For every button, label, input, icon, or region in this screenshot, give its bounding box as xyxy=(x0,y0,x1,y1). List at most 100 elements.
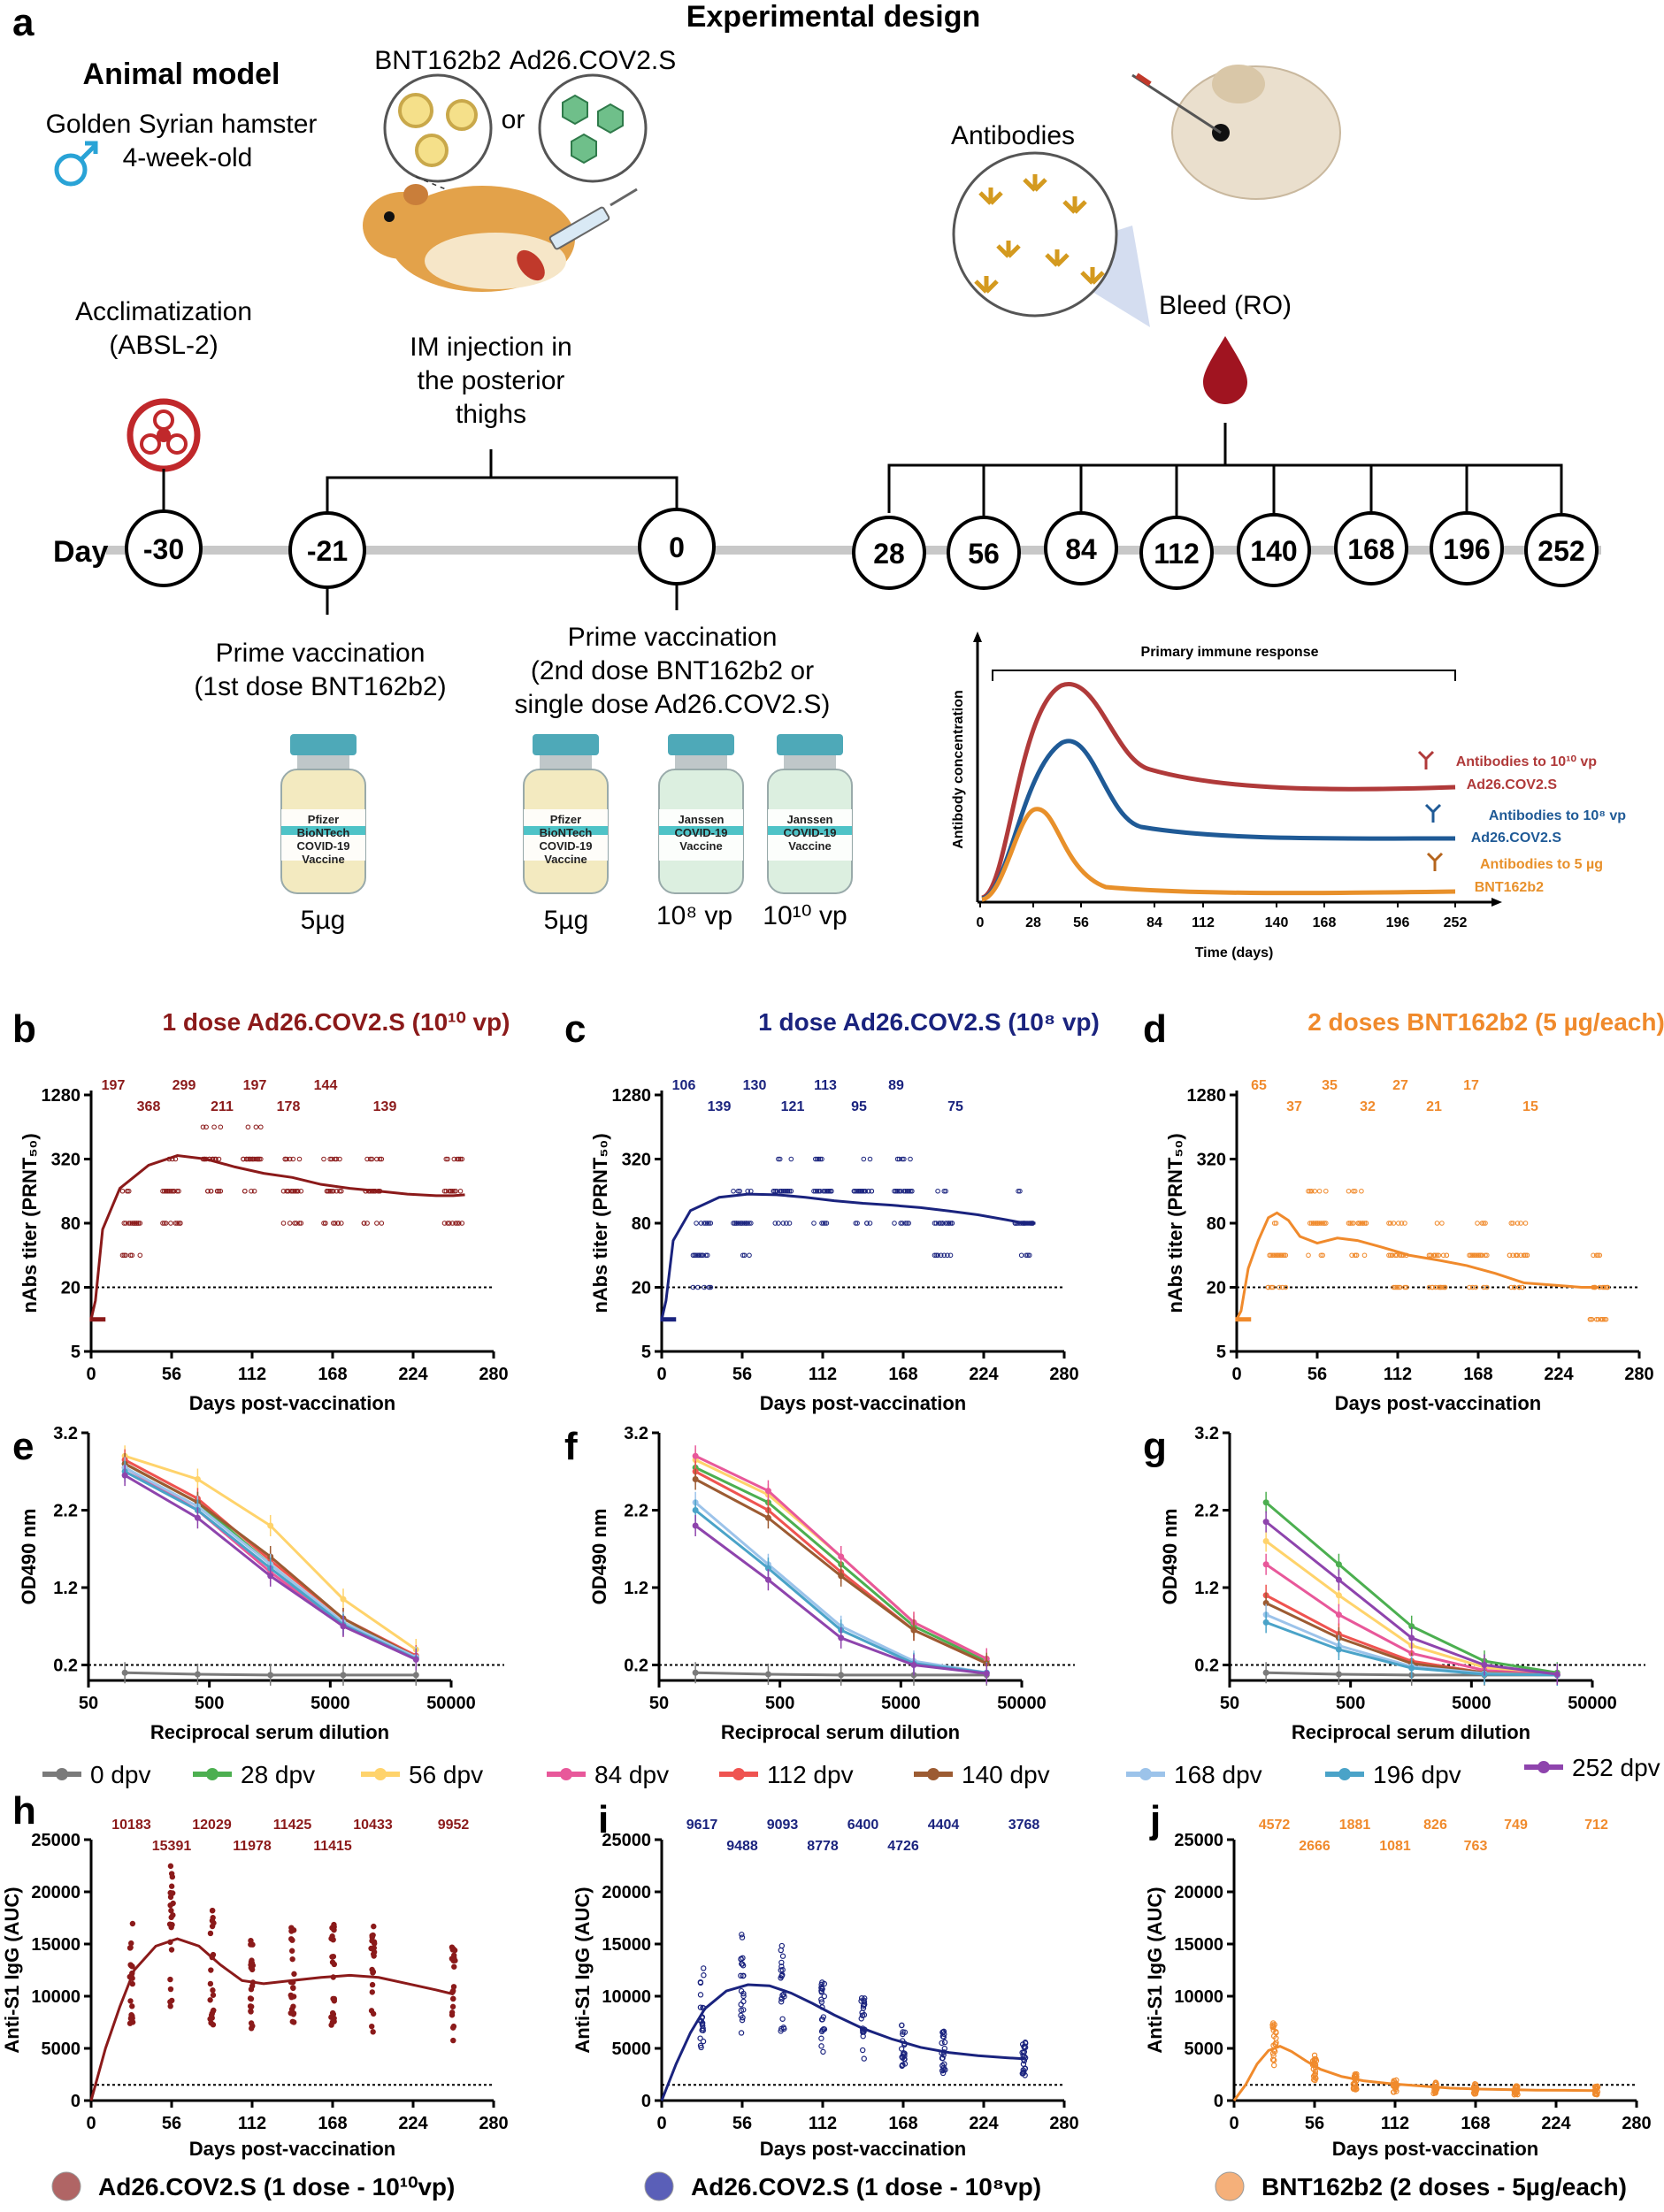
data-point xyxy=(1599,1316,1604,1322)
data-point xyxy=(1399,1221,1405,1226)
data-point xyxy=(899,2063,905,2069)
data-point xyxy=(327,1156,334,1162)
data-point xyxy=(1017,1188,1023,1194)
data-point xyxy=(331,1961,338,1968)
auc-annotation: 4726 xyxy=(887,1839,919,1854)
vial-text: COVID-19 xyxy=(297,839,350,853)
panel-label-a: a xyxy=(12,1,35,44)
data-point xyxy=(818,2035,824,2041)
data-point xyxy=(703,1221,709,1226)
data-point xyxy=(210,2022,217,2028)
data-point xyxy=(364,1156,370,1162)
data-point xyxy=(821,1188,826,1194)
data-point xyxy=(776,1156,781,1162)
data-point xyxy=(1597,1252,1603,1259)
blood-drop-icon xyxy=(1203,336,1247,404)
data-point xyxy=(1522,1252,1529,1259)
data-point xyxy=(127,2020,134,2026)
data-point xyxy=(861,2011,868,2018)
auc-annotation: 3768 xyxy=(1008,1818,1040,1833)
data-point xyxy=(896,1156,902,1162)
data-point xyxy=(253,1156,259,1162)
data-point xyxy=(1361,1221,1368,1226)
y-tick: 20000 xyxy=(1174,1883,1223,1902)
data-point xyxy=(1018,1252,1024,1259)
data-point xyxy=(457,1188,464,1194)
im-line1: IM injection in xyxy=(410,333,571,362)
data-point xyxy=(290,1994,297,2000)
data-point xyxy=(168,1883,175,1889)
data-point xyxy=(1306,1252,1311,1259)
x-tick: 224 xyxy=(969,1365,999,1384)
inset-antibody-blue-icon xyxy=(1424,803,1442,823)
y-tick: 2.2 xyxy=(53,1502,78,1521)
data-point xyxy=(334,1188,340,1194)
data-point xyxy=(208,1967,214,1973)
data-point xyxy=(1600,1284,1606,1290)
titer-annotation: 75 xyxy=(947,1099,963,1114)
inset-chart: Primary immune response Antibody concent… xyxy=(951,631,1626,961)
data-point xyxy=(733,1221,740,1226)
prime1-line1: Prime vaccination xyxy=(216,639,426,668)
data-point xyxy=(1436,1252,1442,1259)
data-point xyxy=(1278,1252,1284,1259)
data-point xyxy=(1269,2050,1277,2056)
data-point xyxy=(853,1188,859,1194)
data-point xyxy=(245,1156,251,1162)
data-point xyxy=(1397,1284,1403,1290)
data-point xyxy=(696,1252,702,1259)
day-circle xyxy=(638,508,716,586)
data-point xyxy=(167,1986,174,1993)
im-line2: the posterior xyxy=(418,366,565,395)
data-point xyxy=(1516,1284,1522,1290)
data-point xyxy=(778,1942,786,1949)
data-point xyxy=(1467,1252,1472,1259)
titer-annotation: 37 xyxy=(1286,1099,1302,1114)
data-point xyxy=(249,1188,254,1194)
data-point xyxy=(935,1252,940,1259)
data-point xyxy=(162,1188,167,1194)
data-point xyxy=(811,1221,817,1226)
data-point xyxy=(937,1221,942,1226)
data-point xyxy=(370,2029,376,2035)
legend-marker xyxy=(1338,1768,1351,1780)
data-point xyxy=(369,2023,375,2030)
data-point xyxy=(1283,1284,1289,1290)
y-tick: 10000 xyxy=(1174,1987,1223,2007)
data-point xyxy=(777,1188,783,1194)
x-tick: 112 xyxy=(809,1365,837,1384)
data-point xyxy=(1469,1284,1476,1290)
data-point xyxy=(337,1156,342,1162)
data-point xyxy=(858,2016,864,2022)
data-point xyxy=(1270,2032,1277,2040)
data-point xyxy=(904,1221,910,1226)
dose-10e8: 10⁸ vp xyxy=(656,901,732,930)
data-point xyxy=(451,1963,457,1970)
data-point xyxy=(451,1955,457,1961)
data-point xyxy=(818,1999,825,2005)
data-point xyxy=(908,1156,913,1162)
data-point xyxy=(289,1937,295,1943)
x-tick: 112 xyxy=(238,1365,266,1384)
auc-annotation: 749 xyxy=(1504,1818,1528,1833)
y-tick: 320 xyxy=(622,1151,651,1170)
data-point xyxy=(166,1188,172,1194)
x-tick: 112 xyxy=(809,2114,837,2133)
data-point xyxy=(1439,1284,1445,1290)
data-point xyxy=(361,1221,367,1226)
data-point xyxy=(935,1188,940,1194)
data-point xyxy=(249,1941,256,1948)
legend-marker xyxy=(560,1768,572,1780)
fit-curve xyxy=(660,1983,1024,2101)
data-point xyxy=(1520,1284,1525,1290)
data-point xyxy=(1359,1188,1364,1194)
titer-annotation: 197 xyxy=(102,1078,126,1093)
biohazard-icon xyxy=(127,398,201,472)
data-point xyxy=(1355,1221,1361,1226)
legend-groups: Ad26.COV2.S (1 dose - 10¹⁰vp) Ad26.COV2.S… xyxy=(51,2171,1627,2201)
dose-5ug-second: 5µg xyxy=(544,906,589,935)
data-point xyxy=(135,1221,142,1226)
vial-text: COVID-19 xyxy=(675,826,728,839)
y-tick: 5 xyxy=(1216,1343,1226,1362)
